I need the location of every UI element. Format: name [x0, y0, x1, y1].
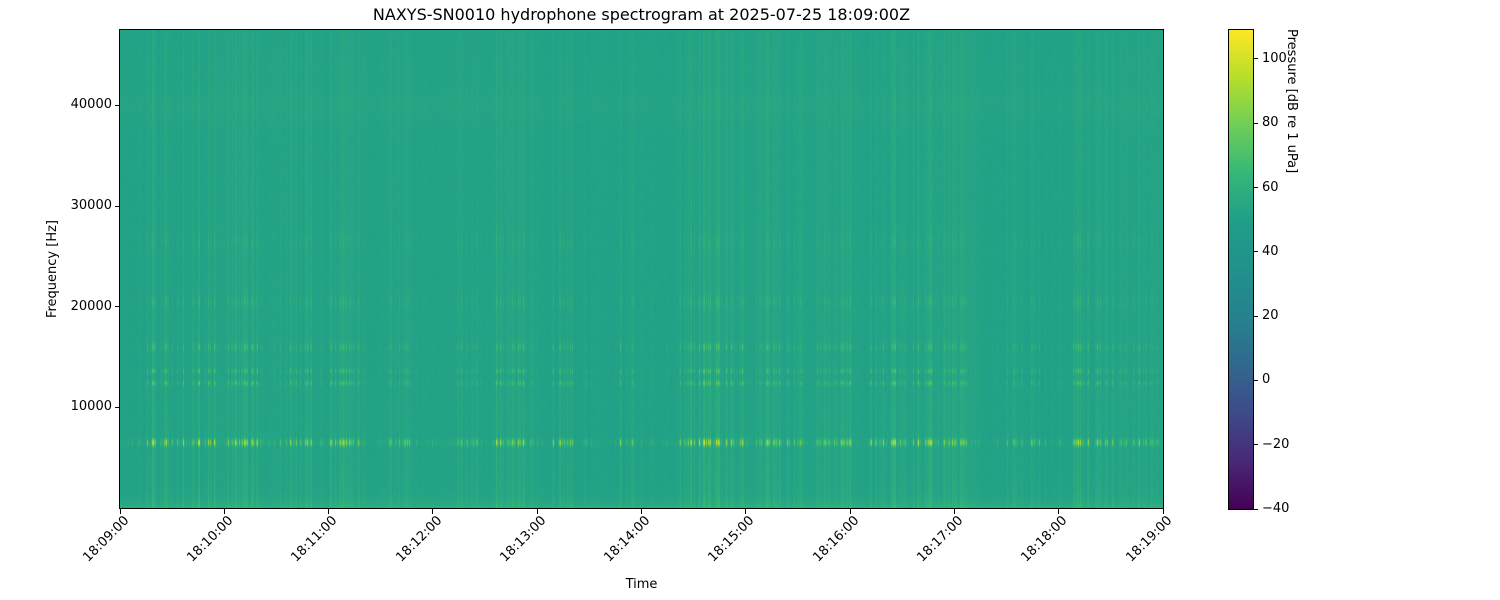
x-tick-mark [641, 509, 642, 514]
colorbar-tick-mark [1253, 58, 1258, 60]
x-tick-label: 18:11:00 [288, 513, 341, 566]
x-tick-mark [849, 509, 851, 514]
y-tick-mark [115, 306, 120, 308]
y-tick-mark [115, 406, 120, 408]
x-tick-label: 18:16:00 [810, 513, 863, 566]
x-tick-label: 18:15:00 [705, 513, 758, 566]
y-axis-label: Frequency [Hz] [45, 219, 60, 319]
x-tick-mark [953, 509, 955, 514]
x-tick-label: 18:18:00 [1018, 513, 1071, 566]
colorbar-tick-label: 40 [1262, 243, 1279, 259]
x-tick-mark [223, 509, 225, 514]
colorbar-label: Pressure [dB re 1 uPa] [1284, 29, 1299, 174]
x-tick-label: 18:10:00 [184, 513, 237, 566]
x-axis-label: Time [625, 577, 658, 592]
colorbar-tick-label: 60 [1262, 179, 1279, 195]
x-tick-mark [328, 509, 330, 514]
colorbar-tick-mark [1253, 122, 1258, 124]
x-tick-mark [432, 509, 434, 514]
plot-area [119, 29, 1164, 509]
y-tick-label: 30000 [70, 198, 112, 214]
y-tick-label: 10000 [70, 399, 112, 415]
y-tick-mark [115, 104, 120, 106]
x-tick-label: 18:17:00 [914, 513, 967, 566]
x-tick-label: 18:13:00 [497, 513, 550, 566]
x-tick-label: 18:09:00 [80, 513, 132, 566]
colorbar [1228, 29, 1254, 510]
colorbar-tick-mark [1253, 379, 1258, 381]
y-tick-label: 40000 [70, 97, 112, 113]
colorbar-tick-label: −40 [1262, 501, 1290, 516]
spectrogram-heatmap [120, 30, 1163, 508]
colorbar-gradient [1229, 30, 1253, 509]
x-tick-mark [745, 509, 747, 514]
chart-title: NAXYS-SN0010 hydrophone spectrogram at 2… [372, 5, 911, 24]
colorbar-tick-mark [1253, 187, 1258, 189]
x-tick-mark [536, 509, 538, 514]
x-tick-mark [1058, 509, 1060, 514]
x-tick-mark [119, 509, 121, 514]
colorbar-tick-label: 100 [1262, 50, 1287, 66]
y-tick-label: 20000 [70, 298, 112, 314]
colorbar-tick-label: 0 [1262, 372, 1271, 388]
x-tick-label: 18:19:00 [1123, 513, 1175, 566]
colorbar-tick-mark [1253, 508, 1258, 510]
x-tick-mark [1162, 509, 1164, 514]
colorbar-tick-mark [1253, 251, 1258, 253]
colorbar-tick-label: −20 [1262, 436, 1290, 452]
x-tick-label: 18:12:00 [392, 513, 445, 566]
colorbar-tick-label: 20 [1262, 308, 1279, 324]
colorbar-tick-label: 80 [1262, 115, 1279, 131]
colorbar-tick-mark [1253, 444, 1258, 446]
y-tick-mark [115, 205, 120, 207]
x-tick-label: 18:14:00 [601, 513, 654, 566]
colorbar-tick-mark [1253, 315, 1258, 317]
